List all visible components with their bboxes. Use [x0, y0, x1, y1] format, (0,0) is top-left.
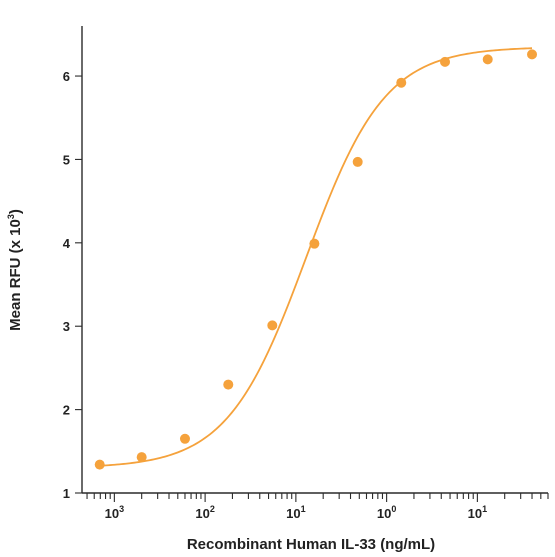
fit-curve: [99, 47, 533, 467]
data-point: [352, 156, 363, 167]
y-tick-label: 4: [63, 236, 71, 251]
y-tick-label: 6: [63, 69, 70, 84]
x-tick-label-exp: 0: [391, 504, 396, 514]
data-point: [136, 452, 147, 463]
tick-marks: [75, 75, 549, 502]
x-tick-label-exp: 2: [210, 504, 215, 514]
x-tick-label-base: 10: [286, 506, 300, 521]
data-point: [179, 433, 190, 444]
data-point: [223, 379, 234, 390]
y-tick-label: 2: [63, 403, 70, 418]
x-axis-title: Recombinant Human IL-33 (ng/mL): [187, 536, 435, 553]
data-points: [94, 49, 538, 470]
x-tick-label-exp: 1: [482, 504, 487, 514]
x-tick-label: 101: [286, 504, 305, 521]
y-axis-title-main: Mean RFU (x 10: [7, 219, 24, 331]
x-tick-label: 101: [468, 504, 487, 521]
x-tick-label: 103: [105, 504, 124, 521]
axes: [81, 26, 548, 494]
x-tick-label-base: 10: [377, 506, 391, 521]
y-axis-title-close: ): [7, 209, 24, 214]
x-tick-label-base: 10: [195, 506, 209, 521]
data-point: [527, 49, 538, 60]
y-axis-title: Mean RFU (x 103): [6, 209, 24, 331]
x-tick-label: 100: [377, 504, 396, 521]
data-point: [94, 459, 105, 470]
y-tick-label: 5: [63, 152, 70, 167]
x-tick-label-base: 10: [105, 506, 119, 521]
data-point: [440, 56, 451, 67]
fit-curve-group: [99, 47, 533, 467]
x-tick-label: 102: [195, 504, 214, 521]
data-point: [267, 320, 278, 331]
y-tick-label: 3: [63, 319, 70, 334]
y-axis-title-exp: 3: [6, 214, 16, 219]
data-point: [396, 77, 407, 88]
data-point: [309, 238, 320, 249]
data-point: [482, 54, 493, 65]
x-tick-label-exp: 3: [119, 504, 124, 514]
y-tick-label: 1: [63, 486, 70, 501]
x-tick-label-exp: 1: [301, 504, 306, 514]
x-tick-label-base: 10: [468, 506, 482, 521]
